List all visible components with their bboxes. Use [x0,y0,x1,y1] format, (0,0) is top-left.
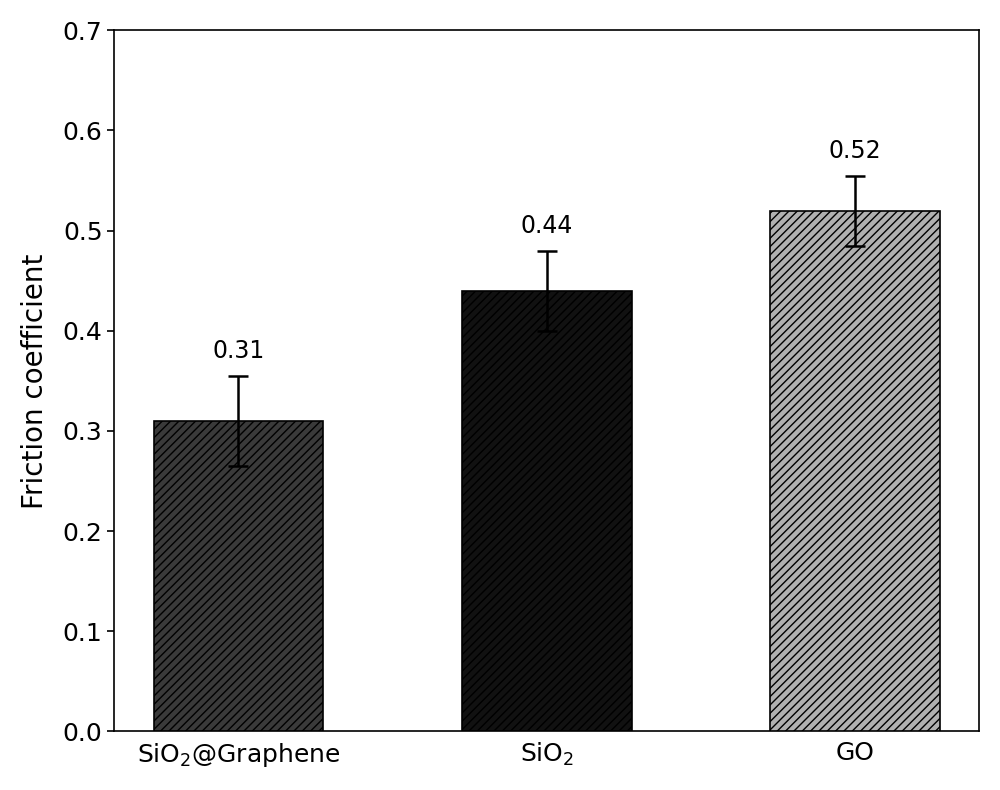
Y-axis label: Friction coefficient: Friction coefficient [21,254,49,509]
Bar [770,211,940,732]
Bar [154,421,323,732]
Text: 0.44: 0.44 [521,213,573,238]
Text: 0.31: 0.31 [212,339,265,363]
Text: 0.52: 0.52 [829,138,881,163]
Bar [462,291,632,732]
